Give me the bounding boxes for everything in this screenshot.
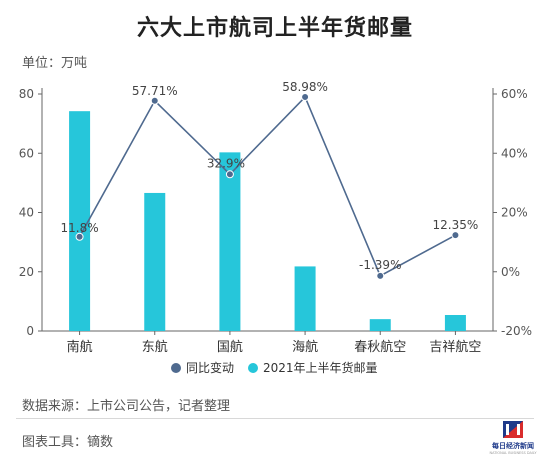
y-left-tick-label: 0 <box>26 324 34 338</box>
x-tick-label: 南航 <box>67 339 93 355</box>
y-right-tick-label: 0% <box>501 265 520 279</box>
line-point-海航 <box>301 93 310 102</box>
line-point-国航 <box>225 170 234 179</box>
line-point-春秋航空 <box>376 271 385 280</box>
unit-label: 单位：万吨 <box>22 56 88 71</box>
logo-text: 每日经济新闻 <box>492 442 534 450</box>
chart-title: 六大上市航司上半年货邮量 <box>136 16 413 41</box>
line-data-label: 32.9% <box>207 156 245 170</box>
line-data-label: 12.35% <box>433 218 479 232</box>
line-data-label: 58.98% <box>282 80 328 94</box>
chart-canvas: 0 20 40 60 80 -20% 0% 20% 40% 60% 南航 东航 国航 海航 春秋航空 吉祥航空… <box>19 80 532 375</box>
y-right-tick-label: 40% <box>501 146 528 160</box>
divider <box>16 418 534 419</box>
bar-东航 <box>144 192 166 331</box>
x-tick-label: 吉祥航空 <box>429 339 481 355</box>
y-right-tick-label: -20% <box>501 324 532 338</box>
bar-国航 <box>219 152 241 331</box>
y-left-tick-label: 40 <box>19 206 34 220</box>
y-right-tick-label: 60% <box>501 87 528 101</box>
line-data-label: -1.39% <box>359 258 401 272</box>
bar-春秋航空 <box>369 319 391 331</box>
tool-note: 图表工具：镝数 <box>22 435 114 450</box>
logo-subtext: NATIONAL BUSINESS DAILY <box>489 451 537 455</box>
legend-marker-bar <box>248 363 258 373</box>
x-tick-label: 东航 <box>142 339 168 355</box>
x-tick-label: 春秋航空 <box>354 339 406 355</box>
y-left-tick-label: 80 <box>19 87 34 101</box>
y-left-tick-label: 60 <box>19 146 34 160</box>
bar-海航 <box>294 266 316 331</box>
legend-label-line: 同比变动 <box>186 360 234 375</box>
line-data-label: 57.71% <box>132 84 178 98</box>
y-left-tick-label: 20 <box>19 265 34 279</box>
legend-marker-line <box>171 363 181 373</box>
line-data-label: 11.8% <box>61 221 99 235</box>
logo-icon <box>503 421 523 438</box>
y-right-tick-label: 20% <box>501 206 528 220</box>
line-point-南航 <box>75 232 84 241</box>
source-note: 数据来源：上市公司公告，记者整理 <box>22 399 231 414</box>
x-tick-label: 国航 <box>217 339 243 355</box>
legend-label-bar: 2021年上半年货邮量 <box>263 360 378 375</box>
bar-南航 <box>69 111 91 332</box>
bar-吉祥航空 <box>444 315 466 331</box>
line-point-东航 <box>150 96 159 105</box>
line-series-yoy <box>78 95 456 277</box>
line-point-吉祥航空 <box>451 231 460 240</box>
publisher-logo: 每日经济新闻 NATIONAL BUSINESS DAILY <box>485 418 541 462</box>
x-tick-label: 海航 <box>292 339 318 355</box>
